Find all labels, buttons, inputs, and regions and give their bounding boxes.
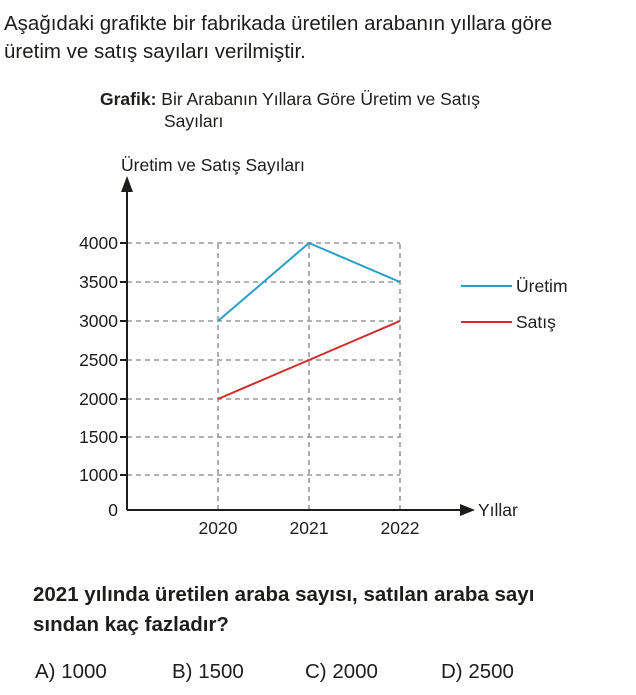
option-b[interactable]: B) 1500 — [172, 660, 244, 683]
y-tick-label: 0 — [108, 500, 118, 520]
y-tick-label: 1000 — [79, 465, 118, 485]
intro-line-2: üretim ve satış sayıları verilmiştir. — [4, 40, 306, 63]
question-line-2: sından kaç fazladır? — [33, 613, 229, 636]
y-tick-label: 3500 — [79, 272, 118, 292]
option-d[interactable]: D) 2500 — [441, 660, 514, 683]
intro-text: Aşağıdaki grafikte bir fabrikada üretile… — [4, 10, 634, 66]
y-tick-label: 4000 — [79, 233, 118, 253]
caption-prefix: Grafik: — [100, 89, 157, 109]
x-tick-label: 2020 — [199, 518, 238, 538]
y-tick-label: 1500 — [79, 427, 118, 447]
option-c[interactable]: C) 2000 — [305, 660, 378, 683]
y-tick-label: 3000 — [79, 311, 118, 331]
caption-line-1: Bir Arabanın Yıllara Göre Üretim ve Satı… — [161, 89, 480, 109]
legend-label: Üretim — [516, 276, 568, 296]
x-tick-label: 2021 — [290, 518, 329, 538]
y-axis-title: Üretim ve Satış Sayıları — [121, 155, 305, 175]
y-tick-label: 2500 — [79, 350, 118, 370]
intro-line-1: Aşağıdaki grafikte bir fabrikada üretile… — [4, 12, 553, 35]
legend-label: Satış — [516, 312, 556, 332]
y-axis-arrow — [121, 176, 133, 192]
x-tick-label: 2022 — [381, 518, 420, 538]
x-axis-title: Yıllar — [478, 500, 518, 520]
question-line-1: 2021 yılında üretilen araba sayısı, satı… — [33, 583, 535, 606]
y-tick-label: 2000 — [79, 389, 118, 409]
option-a[interactable]: A) 1000 — [35, 660, 107, 683]
chart-caption: Grafik: Bir Arabanın Yıllara Göre Üretim… — [100, 88, 480, 132]
x-axis-arrow — [460, 504, 475, 516]
line-chart: 0 1000 1500 2000 2500 3000 3500 4000 2020 2021 202… — [79, 155, 568, 538]
caption-line-2: Sayıları — [164, 111, 224, 131]
question-text: 2021 yılında üretilen araba sayısı, satı… — [33, 580, 633, 640]
